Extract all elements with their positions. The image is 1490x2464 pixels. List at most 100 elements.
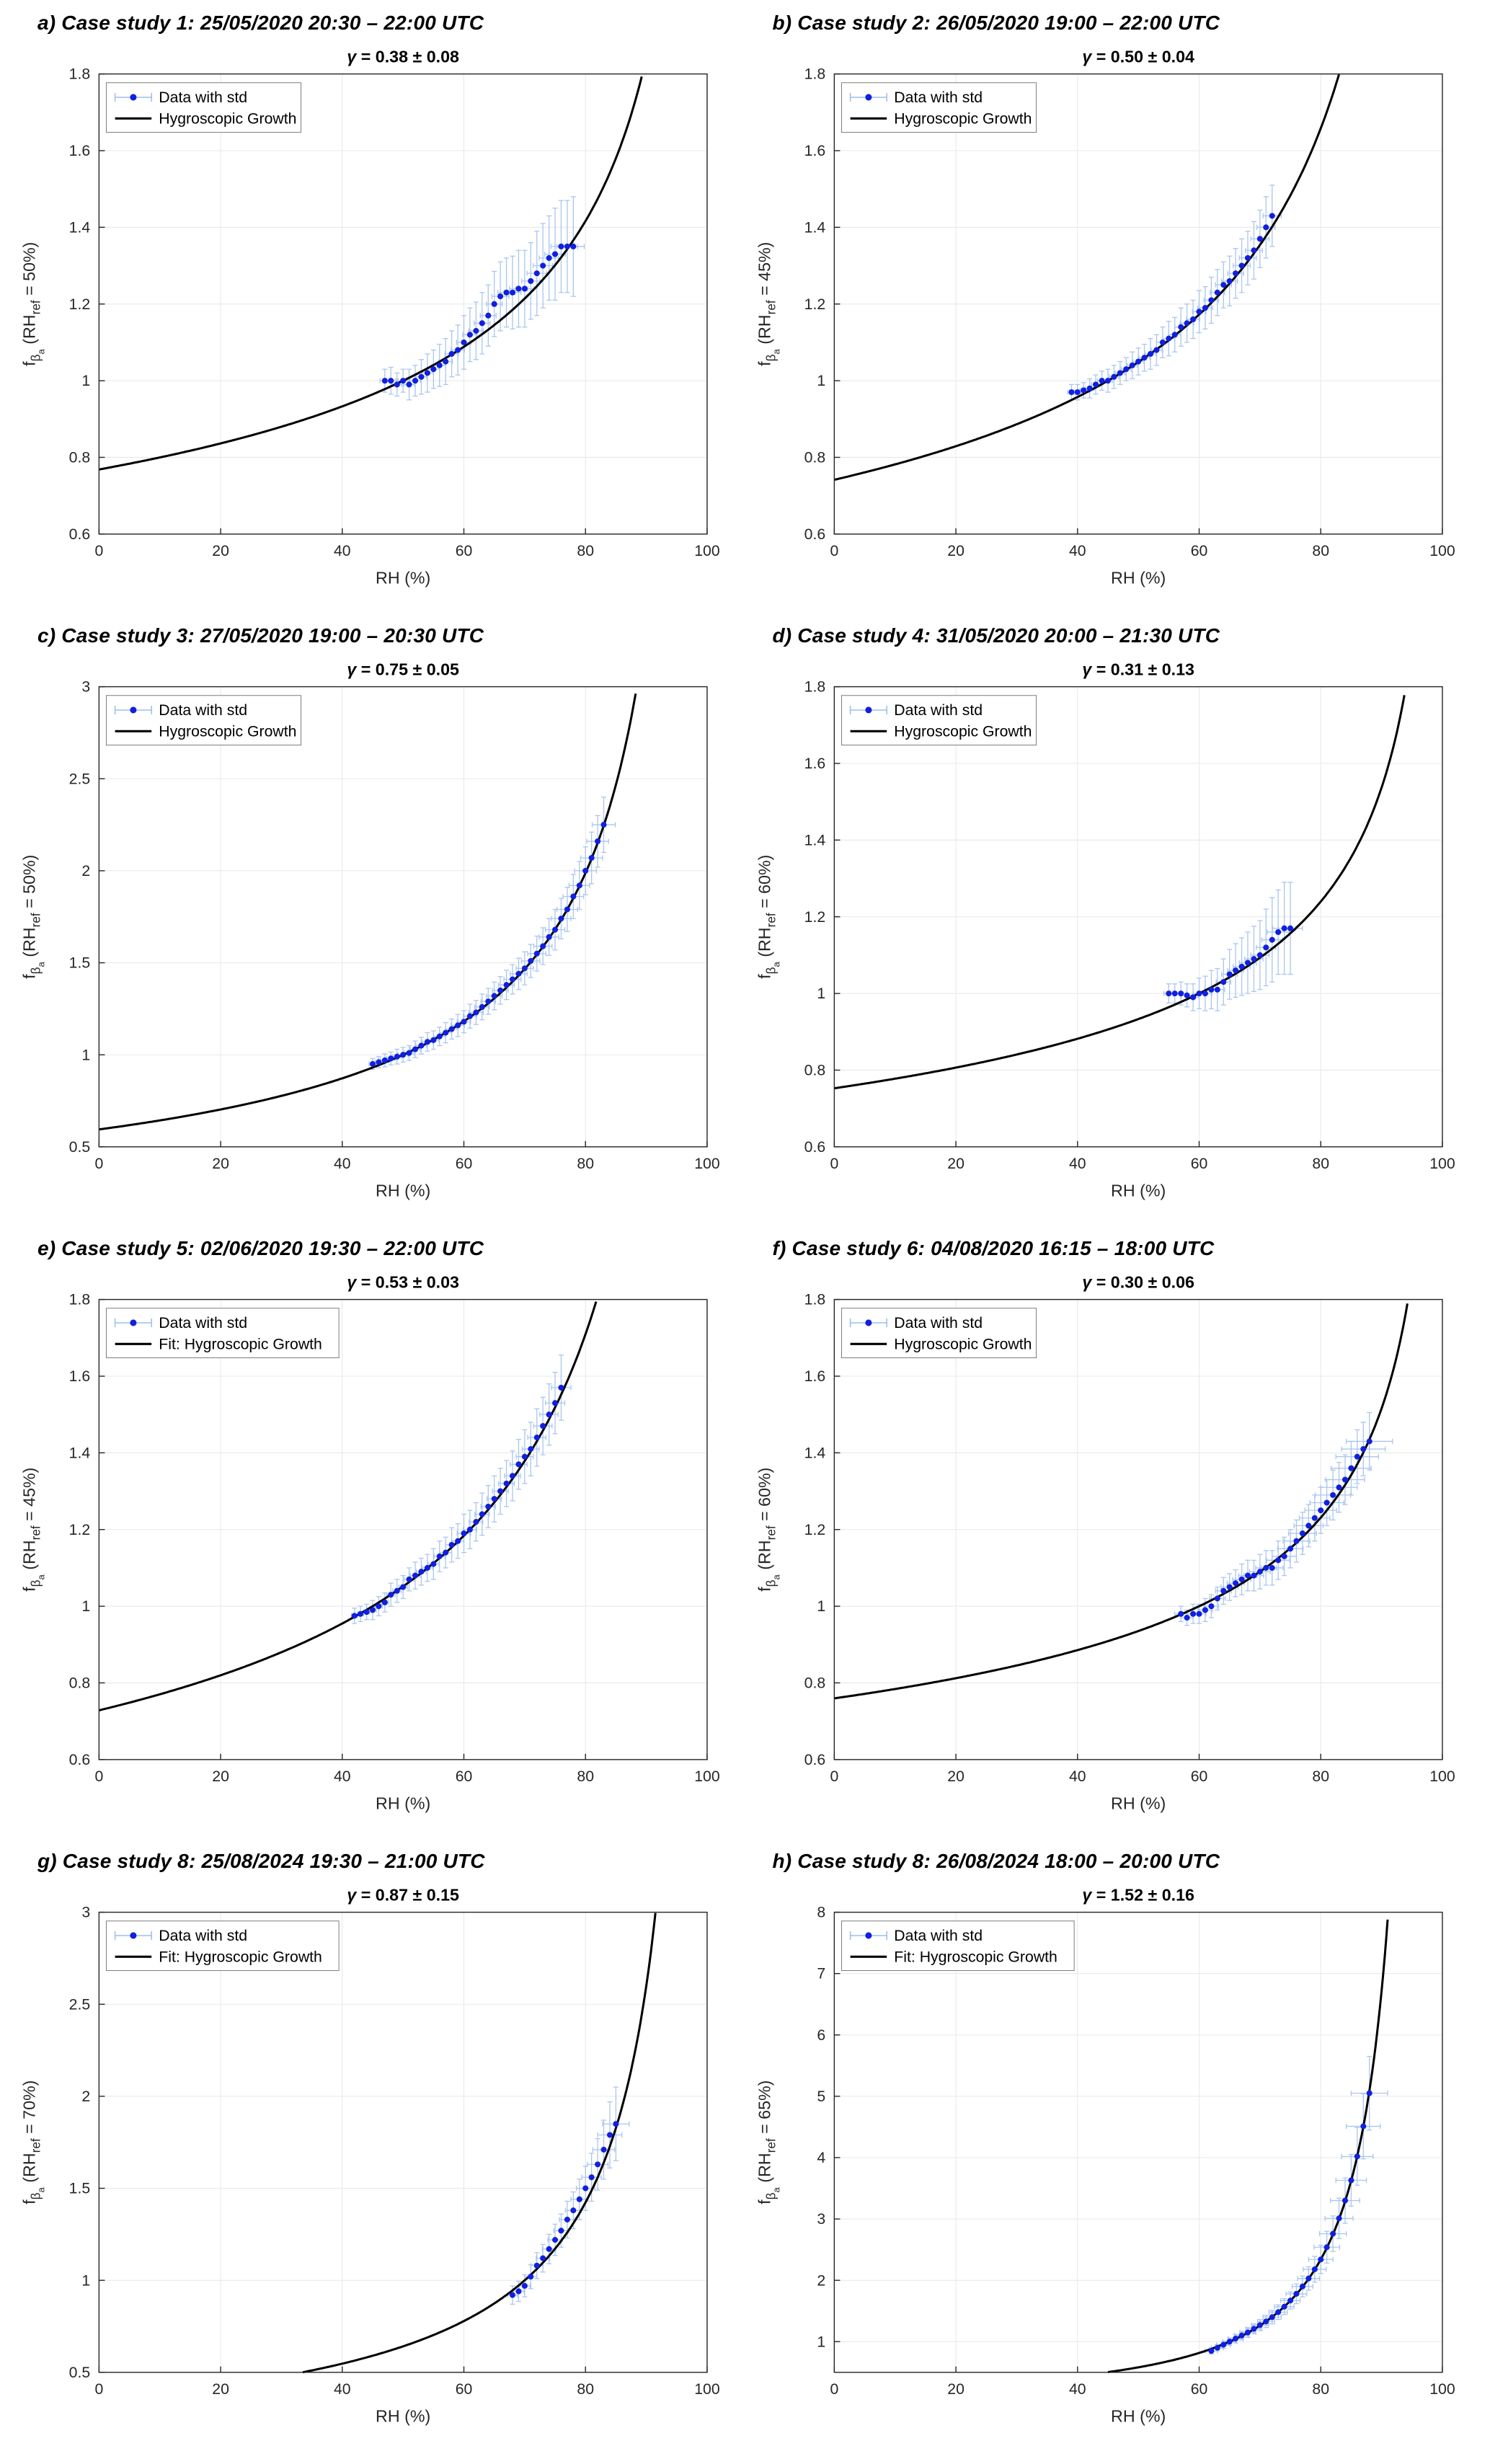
- svg-text:1.8: 1.8: [804, 678, 825, 696]
- panel-h-chart: 0 20 40 60 80 100 1 2 3 4 5 6 7 8 Data with std Fit: Hy…: [748, 1874, 1478, 2439]
- svg-text:40: 40: [1068, 2380, 1086, 2398]
- legend: Data with std Hygroscopic Growth: [105, 695, 302, 745]
- svg-text:0.8: 0.8: [69, 1674, 91, 1691]
- tick-labels: 0 20 40 60 80 100 1 2 3 4 5 6 7 8: [817, 1903, 1455, 2398]
- tick-labels: 0 20 40 60 80 100 0.6 0.8 1 1.2 1.4 1.6 1.8: [69, 66, 720, 560]
- svg-text:0: 0: [830, 2380, 838, 2398]
- panel-h-title: h) Case study 8: 26/08/2024 18:00 – 20:0…: [772, 1849, 1220, 1872]
- svg-text:5: 5: [817, 2088, 825, 2105]
- svg-text:20: 20: [212, 542, 229, 559]
- x-axis-label: RH (%): [1111, 2406, 1166, 2425]
- panel-a: a) Case study 1: 25/05/2020 20:30 – 22:0…: [13, 7, 742, 601]
- svg-text:40: 40: [334, 542, 351, 559]
- svg-text:1.6: 1.6: [69, 1368, 91, 1385]
- svg-text:100: 100: [1429, 2380, 1455, 2398]
- svg-text:60: 60: [456, 2380, 473, 2398]
- svg-text:20: 20: [947, 2380, 964, 2398]
- svg-text:80: 80: [1312, 2380, 1329, 2398]
- axes-box: [98, 686, 708, 1148]
- panel-g-title: g) Case study 8: 25/08/2024 19:30 – 21:0…: [37, 1849, 485, 1872]
- svg-text:40: 40: [334, 1155, 351, 1172]
- svg-text:7: 7: [817, 1964, 825, 1982]
- svg-text:1.2: 1.2: [69, 1521, 91, 1538]
- data-points: [509, 2120, 619, 2298]
- growth-curve: [99, 693, 637, 1131]
- svg-text:1.4: 1.4: [69, 218, 91, 236]
- svg-text:20: 20: [212, 1155, 229, 1172]
- chart-svg: 0 20 40 60 80 100 1 2 3 4 5 6 7 8 Data with std Fit: Hy…: [748, 1874, 1477, 2439]
- chart-svg: 0 20 40 60 80 100 0.6 0.8 1 1.2 1.4 1.6 1.8 Data with…: [13, 1261, 742, 1827]
- panel-d: d) Case study 4: 31/05/2020 20:00 – 21:3…: [748, 620, 1478, 1214]
- svg-text:40: 40: [1068, 542, 1086, 559]
- svg-text:80: 80: [577, 1768, 594, 1785]
- panel-h: h) Case study 8: 26/08/2024 18:00 – 20:0…: [748, 1845, 1478, 2439]
- svg-text:40: 40: [334, 1768, 351, 1785]
- gamma-title: γ = 0.38 ± 0.08: [347, 47, 459, 66]
- svg-text:0.8: 0.8: [804, 1061, 825, 1078]
- svg-text:60: 60: [456, 1768, 473, 1785]
- svg-text:0: 0: [94, 1768, 103, 1785]
- gamma-title: γ = 0.31 ± 0.13: [1082, 660, 1194, 678]
- legend: Data with std Hygroscopic Growth: [841, 82, 1037, 133]
- tick-marks: [833, 73, 1443, 535]
- panel-d-chart: 0 20 40 60 80 100 0.6 0.8 1 1.2 1.4 1.6 1.8 Data with…: [748, 648, 1478, 1214]
- svg-text:0.6: 0.6: [804, 1138, 825, 1156]
- svg-text:1.6: 1.6: [804, 142, 825, 159]
- legend-data-label: Data with std: [894, 1927, 983, 1944]
- tick-marks: [833, 686, 1443, 1148]
- svg-text:0: 0: [830, 542, 838, 559]
- svg-text:3: 3: [81, 1903, 90, 1920]
- svg-text:100: 100: [1429, 1155, 1455, 1172]
- svg-text:6: 6: [817, 2026, 825, 2044]
- svg-text:4: 4: [817, 2149, 825, 2166]
- panel-c: c) Case study 3: 27/05/2020 19:00 – 20:3…: [13, 620, 742, 1214]
- legend-data-label: Data with std: [159, 1314, 247, 1331]
- svg-text:0: 0: [94, 542, 103, 559]
- tick-labels: 0 20 40 60 80 100 0.5 1 1.5 2 2.5 3: [69, 678, 720, 1173]
- chart-svg: 0 20 40 60 80 100 0.6 0.8 1 1.2 1.4 1.6 1.8 Data with…: [748, 36, 1477, 601]
- panel-g: g) Case study 8: 25/08/2024 19:30 – 21:0…: [13, 1845, 742, 2439]
- svg-text:40: 40: [334, 2380, 351, 2398]
- legend-fit-label: Hygroscopic Growth: [894, 722, 1032, 740]
- panel-d-title: d) Case study 4: 31/05/2020 20:00 – 21:3…: [772, 624, 1220, 647]
- tick-marks: [98, 1911, 708, 2373]
- svg-text:1.4: 1.4: [69, 1444, 91, 1461]
- svg-text:0.6: 0.6: [69, 1751, 91, 1768]
- panel-c-title: c) Case study 3: 27/05/2020 19:00 – 20:3…: [37, 624, 484, 647]
- svg-text:100: 100: [1429, 1768, 1455, 1785]
- svg-text:60: 60: [1190, 1768, 1207, 1785]
- svg-text:1.4: 1.4: [804, 1444, 825, 1461]
- chart-svg: 0 20 40 60 80 100 0.5 1 1.5 2 2.5 3 Data with std Hyg…: [13, 648, 742, 1214]
- data-points: [1068, 213, 1275, 396]
- gamma-title: γ = 0.75 ± 0.05: [347, 660, 459, 678]
- svg-text:60: 60: [456, 542, 473, 559]
- svg-text:0.5: 0.5: [69, 2364, 91, 2381]
- svg-text:3: 3: [817, 2210, 825, 2228]
- x-axis-label: RH (%): [376, 569, 430, 588]
- svg-text:80: 80: [1312, 1155, 1329, 1172]
- error-bars: [1174, 1412, 1393, 1626]
- data-points: [369, 821, 607, 1067]
- svg-text:0.8: 0.8: [69, 449, 91, 466]
- svg-text:2: 2: [817, 2272, 825, 2289]
- svg-text:0.8: 0.8: [804, 1674, 825, 1691]
- data-points: [351, 1384, 564, 1619]
- svg-text:100: 100: [694, 1768, 719, 1785]
- panel-c-chart: 0 20 40 60 80 100 0.5 1 1.5 2 2.5 3 Data with std Hyg…: [13, 648, 742, 1214]
- panel-b-chart: 0 20 40 60 80 100 0.6 0.8 1 1.2 1.4 1.6 1.8 Data with…: [748, 36, 1478, 601]
- svg-text:1.5: 1.5: [69, 954, 91, 972]
- legend-data-label: Data with std: [159, 89, 247, 106]
- svg-text:100: 100: [1429, 542, 1455, 559]
- chart-svg: 0 20 40 60 80 100 0.6 0.8 1 1.2 1.4 1.6 1.8 Data with…: [13, 36, 742, 601]
- tick-marks: [98, 73, 708, 535]
- axes-box: [833, 1911, 1443, 2373]
- growth-curve: [302, 1913, 657, 2373]
- svg-text:60: 60: [456, 1155, 473, 1172]
- svg-text:80: 80: [1312, 1768, 1329, 1785]
- svg-text:1: 1: [817, 985, 825, 1002]
- legend: Data with std Fit: Hygroscopic Growth: [105, 1920, 340, 1971]
- svg-text:0: 0: [94, 2380, 103, 2398]
- legend-data-label: Data with std: [894, 701, 983, 719]
- growth-curve: [99, 76, 643, 471]
